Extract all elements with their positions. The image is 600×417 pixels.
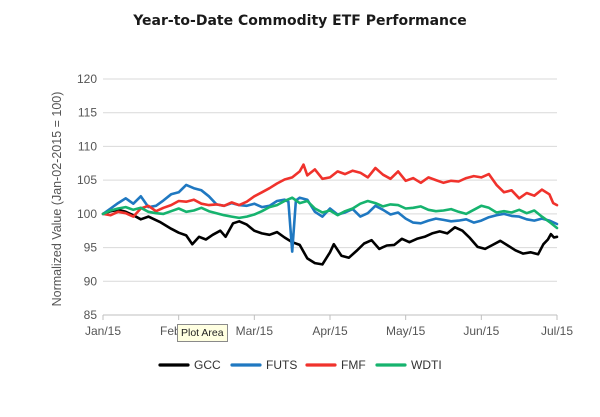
legend: GCC FUTS FMF WDTI [158,358,442,372]
plot-area-tooltip: Plot Area [177,324,228,342]
x-tick-label-2: Mar/15 [236,324,274,338]
y-tick-label-105: 105 [77,173,97,187]
series-line-fmf [101,163,559,218]
legend-label-gcc: GCC [194,358,221,372]
series-line-gcc [101,208,559,266]
y-tick-label-95: 95 [84,241,98,255]
gridlines [103,78,557,282]
y-tick-label-90: 90 [84,274,98,288]
x-tick-label-4: May/15 [386,324,426,338]
y-tick-label-85: 85 [84,308,98,322]
series-lines [101,163,559,266]
legend-label-futs: FUTS [266,358,297,372]
series-line-futs [101,183,559,253]
legend-label-fmf: FMF [341,358,366,372]
y-axis-title: Normalized Value (Jan-02-2015 = 100) [50,92,64,307]
legend-label-wdti: WDTI [411,358,442,372]
y-tick-label-120: 120 [77,72,97,86]
chart-title: Year-to-Date Commodity ETF Performance [133,13,467,29]
x-tick-label-3: Apr/15 [312,324,348,338]
x-tick-label-5: Jun/15 [463,324,499,338]
axes: 859095100105110115120Jan/15Feb/15Mar/15A… [50,72,573,338]
x-tick-label-6: Jul/15 [541,324,573,338]
series-line-wdti [101,196,559,230]
y-tick-label-110: 110 [78,139,97,153]
y-tick-label-115: 115 [78,106,97,120]
x-tick-label-0: Jan/15 [85,324,121,338]
y-tick-label-100: 100 [77,207,97,221]
